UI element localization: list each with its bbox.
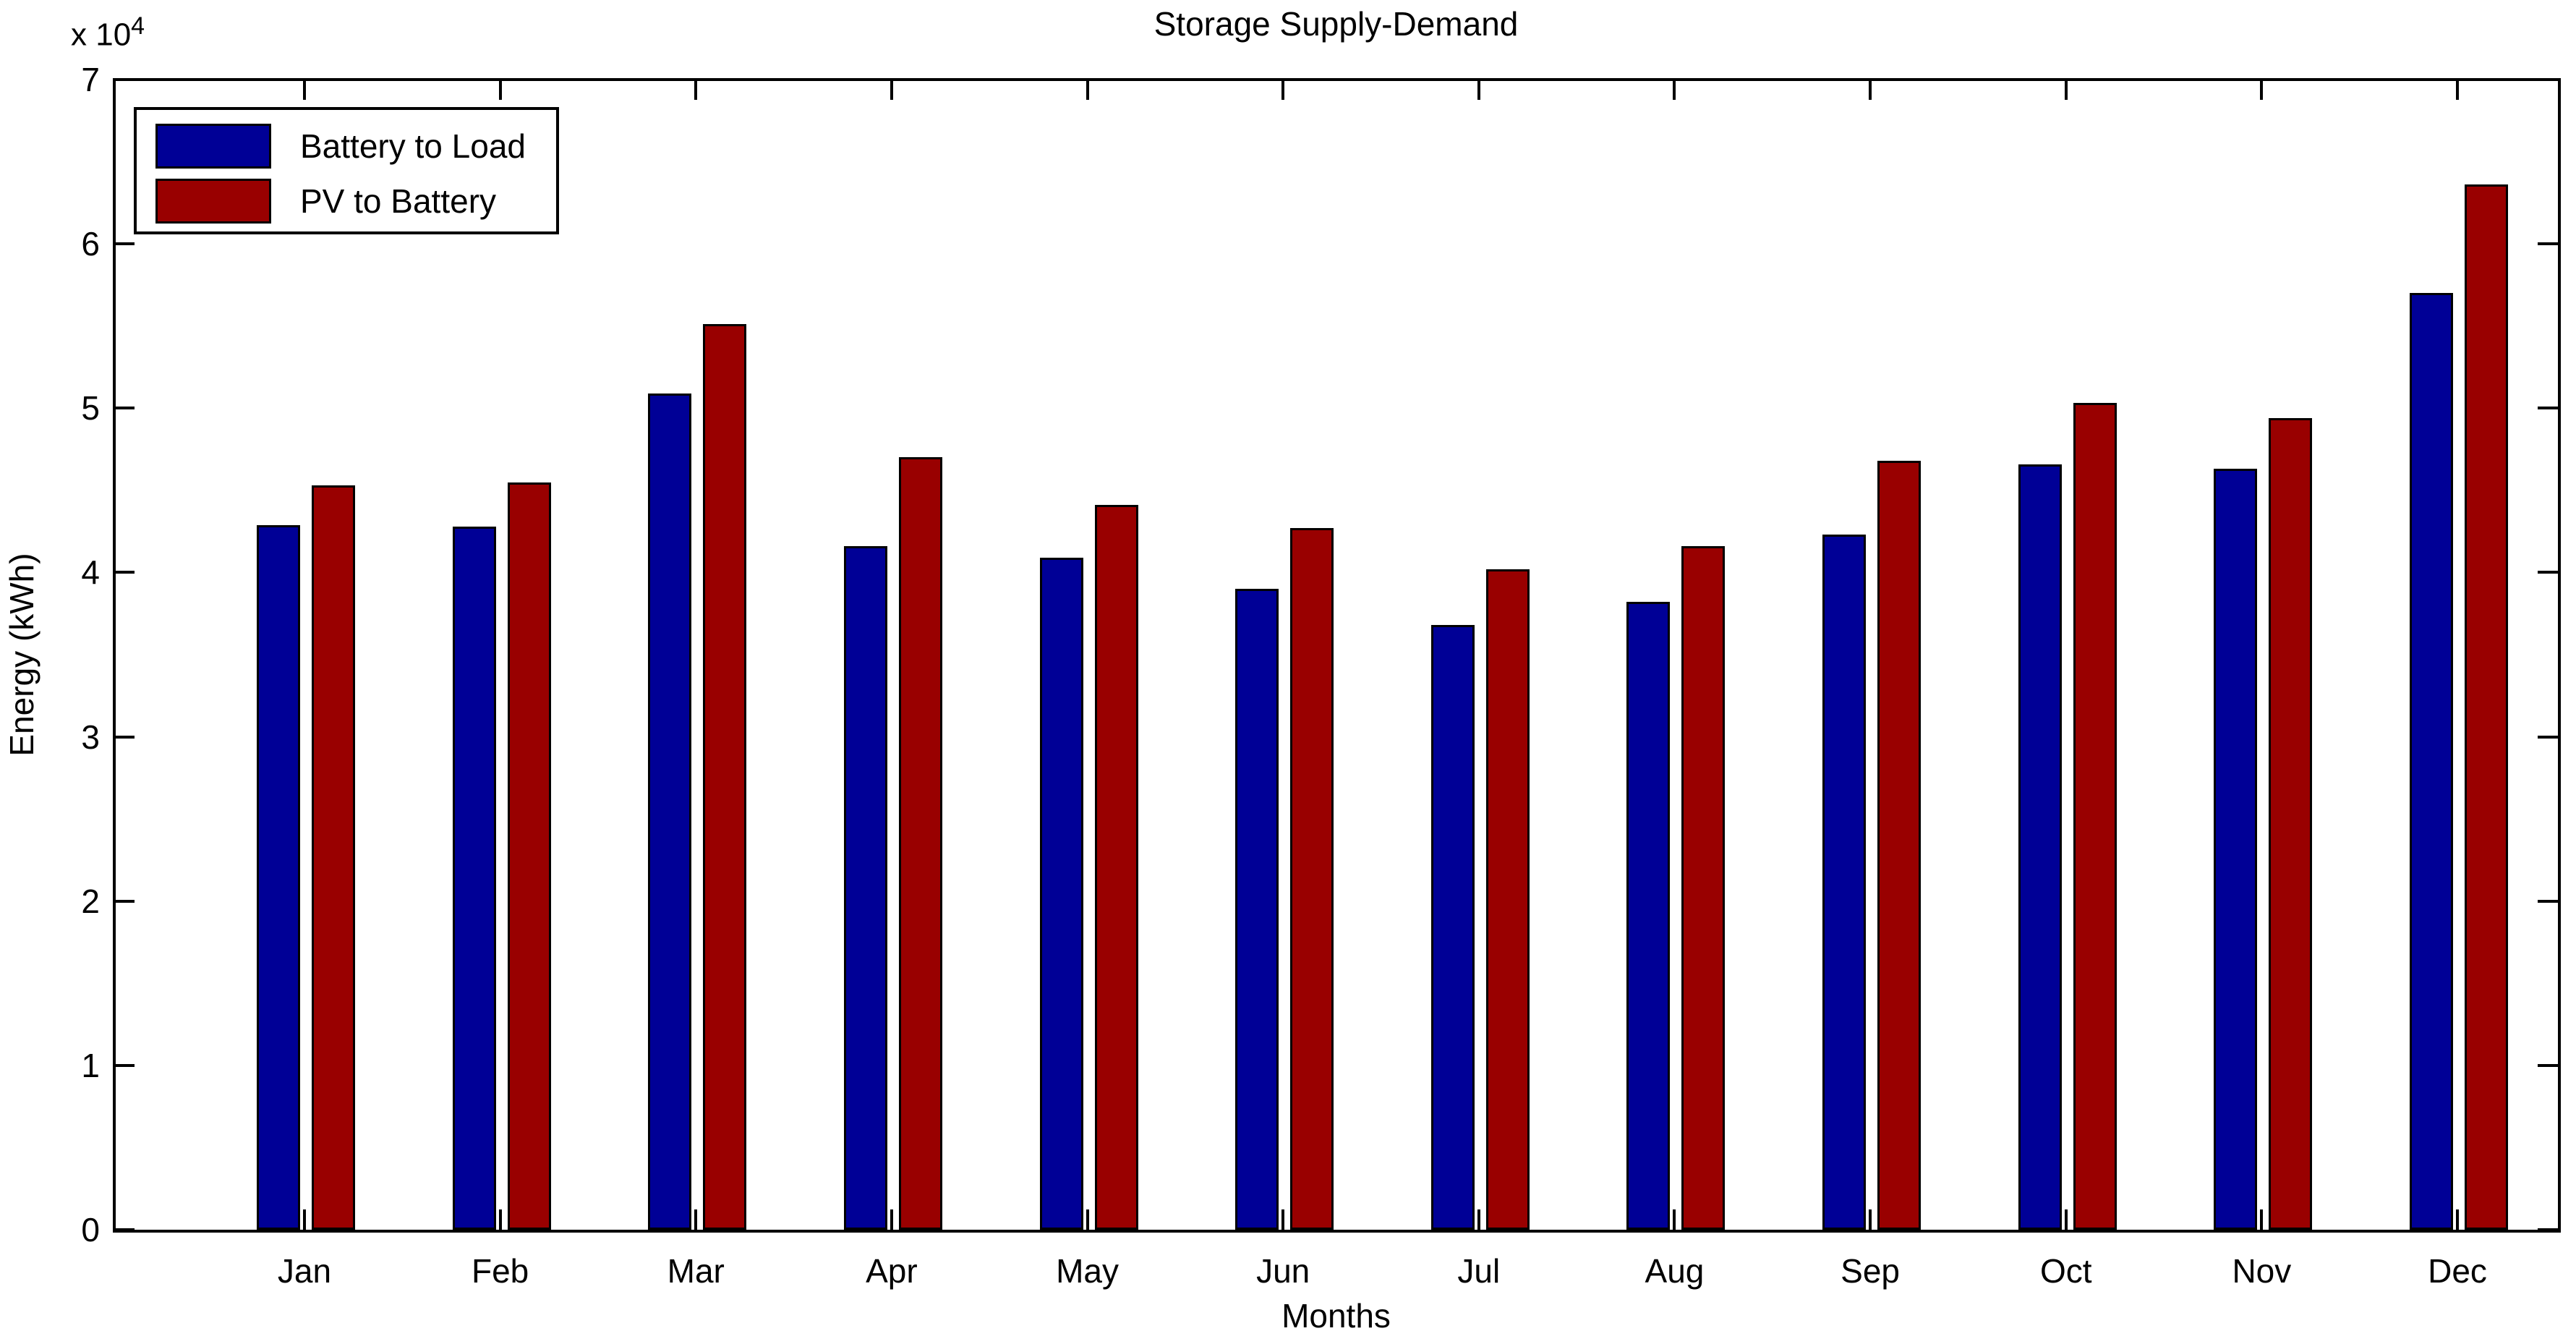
bar-battery-to-load-dec — [2410, 293, 2453, 1230]
y-tick-left — [114, 242, 135, 246]
bar-battery-to-load-aug — [1626, 602, 1671, 1230]
bar-pv-to-battery-jul — [1485, 569, 1530, 1230]
bar-battery-to-load-oct — [2018, 464, 2062, 1230]
x-tick-bottom — [1281, 1209, 1285, 1230]
legend-item-battery-to-load: Battery to Load — [155, 123, 526, 169]
x-tick-top — [1477, 80, 1480, 100]
x-tick-label: Sep — [1841, 1252, 1900, 1290]
y-tick-right — [2538, 735, 2558, 739]
y-tick-label: 6 — [81, 225, 100, 263]
bar-battery-to-load-feb — [452, 526, 496, 1230]
y-axis-exponent: x 104 — [71, 9, 145, 53]
x-tick-top — [1673, 80, 1676, 100]
y-tick-right — [2538, 1228, 2558, 1231]
y-tick-right — [2538, 242, 2558, 246]
x-tick-top — [2260, 80, 2264, 100]
y-tick-label: 4 — [81, 553, 100, 592]
x-tick-bottom — [890, 1209, 893, 1230]
x-tick-label: May — [1056, 1252, 1119, 1290]
bar-battery-to-load-may — [1039, 557, 1083, 1230]
x-tick-top — [303, 80, 306, 100]
y-tick-left — [114, 735, 135, 739]
x-tick-bottom — [2260, 1209, 2264, 1230]
legend-swatch-pv-to-battery — [155, 179, 271, 224]
bar-pv-to-battery-apr — [898, 457, 942, 1230]
x-tick-label: Nov — [2232, 1252, 2292, 1290]
x-axis-label: Months — [1281, 1297, 1391, 1335]
bar-battery-to-load-jul — [1430, 625, 1475, 1230]
x-tick-bottom — [694, 1209, 698, 1230]
y-tick-right — [2538, 571, 2558, 574]
x-tick-bottom — [1869, 1209, 1872, 1230]
x-tick-label: Mar — [667, 1252, 725, 1290]
y-tick-label: 0 — [81, 1211, 100, 1249]
x-tick-bottom — [2064, 1209, 2068, 1230]
x-tick-top — [2064, 80, 2068, 100]
bar-pv-to-battery-dec — [2465, 184, 2508, 1230]
legend-item-pv-to-battery: PV to Battery — [155, 178, 496, 224]
bar-battery-to-load-nov — [2214, 469, 2258, 1230]
x-tick-label: Oct — [2039, 1252, 2092, 1290]
y-tick-right — [2538, 1063, 2558, 1067]
x-tick-label: Aug — [1645, 1252, 1705, 1290]
y-tick-label: 7 — [81, 61, 100, 98]
x-tick-label: Feb — [471, 1252, 529, 1290]
x-tick-label: Jul — [1457, 1252, 1501, 1290]
x-tick-bottom — [2456, 1209, 2459, 1230]
y-axis-exponent-base: x 10 — [71, 17, 132, 53]
x-tick-bottom — [303, 1209, 306, 1230]
y-tick-label: 5 — [81, 389, 100, 428]
legend-label-battery-to-load: Battery to Load — [300, 127, 526, 165]
x-tick-bottom — [1673, 1209, 1676, 1230]
bar-pv-to-battery-mar — [703, 324, 747, 1230]
y-tick-label: 1 — [81, 1046, 100, 1084]
y-tick-right — [2538, 78, 2558, 81]
legend-swatch-battery-to-load — [155, 124, 271, 169]
x-tick-top — [498, 80, 502, 100]
y-tick-label: 3 — [81, 718, 100, 756]
legend: Battery to Load PV to Battery — [134, 107, 559, 234]
bar-pv-to-battery-jun — [1290, 528, 1334, 1230]
bar-battery-to-load-jan — [257, 524, 300, 1230]
y-tick-left — [114, 1063, 135, 1067]
bar-battery-to-load-apr — [843, 546, 887, 1230]
y-tick-left — [114, 899, 135, 903]
bar-battery-to-load-mar — [648, 393, 692, 1230]
x-tick-bottom — [1086, 1209, 1089, 1230]
x-tick-label: Apr — [866, 1252, 918, 1290]
x-tick-bottom — [1477, 1209, 1480, 1230]
bar-battery-to-load-sep — [1822, 535, 1867, 1230]
y-tick-left — [114, 571, 135, 574]
x-tick-top — [694, 80, 698, 100]
bar-pv-to-battery-jan — [312, 485, 355, 1230]
x-tick-top — [1281, 80, 1285, 100]
y-axis-exponent-power: 4 — [131, 12, 145, 40]
bar-pv-to-battery-aug — [1681, 546, 1726, 1230]
x-tick-top — [890, 80, 893, 100]
bar-battery-to-load-jun — [1235, 589, 1279, 1230]
bar-pv-to-battery-feb — [507, 482, 551, 1230]
y-tick-right — [2538, 899, 2558, 903]
x-tick-label: Jun — [1256, 1252, 1310, 1290]
x-tick-label: Dec — [2428, 1252, 2487, 1290]
x-tick-top — [1086, 80, 1089, 100]
bar-pv-to-battery-may — [1094, 505, 1138, 1230]
y-tick-left — [114, 407, 135, 410]
x-tick-bottom — [498, 1209, 502, 1230]
y-tick-left — [114, 78, 135, 81]
x-tick-top — [2456, 80, 2459, 100]
bar-pv-to-battery-nov — [2269, 417, 2313, 1230]
x-tick-label: Jan — [277, 1252, 332, 1290]
y-tick-label: 2 — [81, 882, 100, 920]
y-tick-left — [114, 1228, 135, 1231]
legend-label-pv-to-battery: PV to Battery — [300, 182, 497, 220]
y-tick-right — [2538, 407, 2558, 410]
x-tick-top — [1869, 80, 1872, 100]
bar-pv-to-battery-oct — [2073, 403, 2117, 1230]
bar-pv-to-battery-sep — [1877, 460, 1922, 1230]
chart-title: Storage Supply-Demand — [1153, 5, 1519, 43]
